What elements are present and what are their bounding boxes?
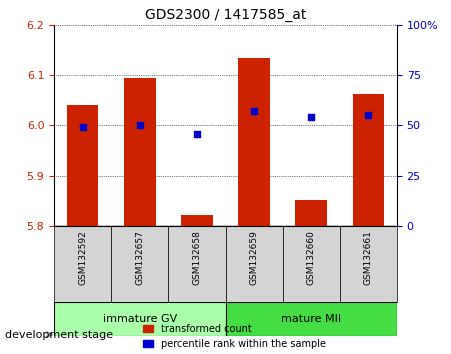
Legend: transformed count, percentile rank within the sample: transformed count, percentile rank withi…	[139, 320, 330, 353]
Bar	[67, 105, 98, 226]
FancyBboxPatch shape	[54, 226, 111, 302]
Title: GDS2300 / 1417585_at: GDS2300 / 1417585_at	[145, 8, 306, 22]
Text: GSM132592: GSM132592	[78, 230, 87, 285]
FancyBboxPatch shape	[226, 302, 397, 336]
Point	[250, 109, 258, 114]
FancyBboxPatch shape	[54, 302, 226, 336]
Text: GSM132658: GSM132658	[193, 230, 202, 285]
Bar	[295, 200, 327, 226]
FancyBboxPatch shape	[168, 226, 226, 302]
Point	[193, 131, 201, 136]
Text: mature MII: mature MII	[281, 314, 341, 324]
FancyArrowPatch shape	[47, 332, 51, 337]
Text: GSM132657: GSM132657	[135, 230, 144, 285]
Bar	[353, 94, 384, 226]
Text: GSM132660: GSM132660	[307, 230, 316, 285]
Text: GSM132659: GSM132659	[249, 230, 258, 285]
Bar	[181, 215, 213, 226]
Text: GSM132661: GSM132661	[364, 230, 373, 285]
FancyBboxPatch shape	[283, 226, 340, 302]
Point	[365, 113, 372, 118]
Point	[308, 115, 315, 120]
Text: development stage: development stage	[5, 330, 113, 339]
Bar	[238, 57, 270, 226]
Point	[79, 125, 86, 130]
Point	[136, 122, 143, 128]
FancyBboxPatch shape	[111, 226, 168, 302]
FancyBboxPatch shape	[340, 226, 397, 302]
Bar	[124, 78, 156, 226]
FancyBboxPatch shape	[226, 226, 283, 302]
Text: immature GV: immature GV	[103, 314, 177, 324]
